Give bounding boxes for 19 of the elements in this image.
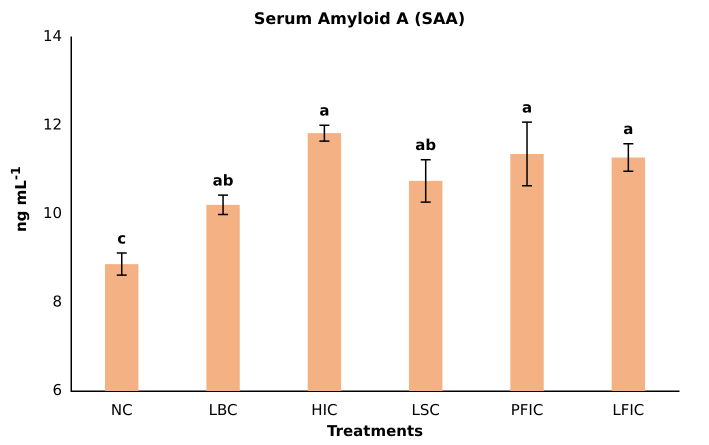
annotation: ab [212,171,234,190]
x-tick-label: LSC [412,400,440,419]
annotation: ab [415,136,436,154]
chart-title: Serum Amyloid A (SAA) [254,8,466,28]
y-tick-label: 8 [52,292,62,310]
y-tick-label: 14 [42,27,62,46]
y-tick-label: 6 [52,380,62,399]
annotation: c [117,229,126,248]
x-axis-title: Treatments [327,422,424,440]
annotation: a [623,120,634,138]
x-tick-label: LFIC [612,400,644,419]
y-tick-label: 12 [42,116,62,134]
x-tick-label: HIC [311,400,338,419]
y-tick-label: 10 [42,204,62,222]
annotation: a [319,102,330,120]
annotation: a [522,98,532,117]
x-tick-label: PFIC [510,400,544,419]
x-tick-label: NC [110,400,133,419]
x-tick-label: LBC [208,400,238,419]
